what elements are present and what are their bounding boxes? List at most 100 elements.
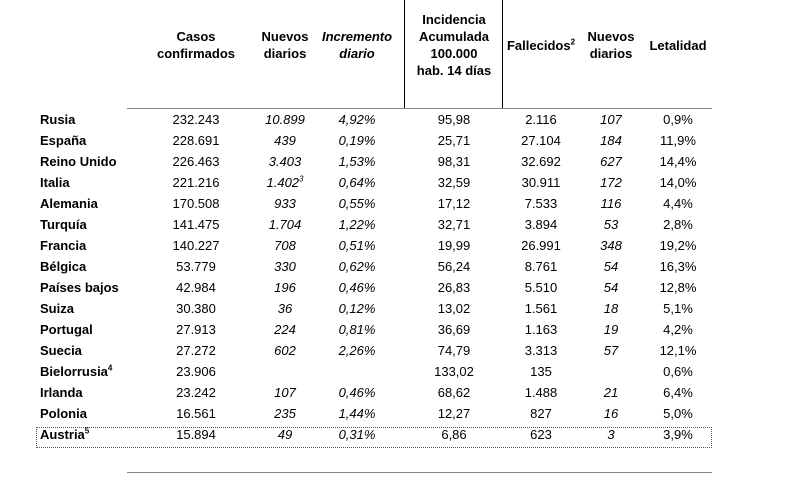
cell-let-value: 16,3% [659,259,697,274]
cell-nuevos-value: 235 [274,406,296,421]
cell-incid: 68,62 [404,382,504,403]
cell-let: 12,1% [640,340,716,361]
table-row: Polonia 16.561 235 1,44% 12,27 827 16 5,0% [36,403,716,424]
header-incidencia-acumulada: Incidencia Acumulada 100.000 hab. 14 día… [404,11,504,79]
cell-pais: Bielorrusia4 [40,361,160,382]
cell-pais-value: España [40,133,87,148]
table-row: Rusia 232.243 10.899 4,92% 95,98 2.116 107 0,9% [36,109,716,130]
cell-nfall-value: 116 [600,196,622,211]
header-nuevos-line1: Nuevos [261,29,309,44]
footnote-marker: 2 [570,37,576,47]
cell-nuevos: 602 [252,340,318,361]
cell-let-value: 6,4% [663,385,693,400]
cell-fall: 26.991 [502,235,580,256]
cell-fall: 1.163 [502,319,580,340]
header-nuevos-diarios: Nuevos diarios [252,28,318,62]
cell-inc-value: 0,51% [338,238,376,253]
cell-casos-value: 53.779 [176,259,216,274]
cell-casos: 221.216 [143,172,249,193]
cell-casos: 141.475 [143,214,249,235]
cell-fall-value: 1.163 [524,322,558,337]
cell-fall: 1.488 [502,382,580,403]
cell-casos-value: 226.463 [172,154,220,169]
cell-casos-value: 170.508 [172,196,220,211]
cell-let-value: 4,2% [663,322,693,337]
cell-incid: 6,86 [404,424,504,445]
cell-fall-value: 26.991 [521,238,561,253]
cell-pais: Italia [40,172,160,193]
cell-nfall: 172 [578,172,644,193]
cell-fall: 135 [502,361,580,382]
header-incidencia-line3: 100.000 [430,46,478,61]
cell-inc: 1,44% [317,403,397,424]
cell-fall: 827 [502,403,580,424]
cell-casos: 140.227 [143,235,249,256]
cell-pais-value: Suecia [40,343,82,358]
cell-casos-value: 27.272 [176,343,216,358]
cell-nfall: 54 [578,256,644,277]
header-divider-left [404,0,405,108]
cell-casos-value: 15.894 [176,427,216,442]
cell-nfall-value: 53 [603,217,619,232]
cell-nuevos: 439 [252,130,318,151]
cell-pais-value: Austria [40,427,85,442]
cell-casos-value: 23.906 [176,364,216,379]
cell-incid-value: 17,12 [437,196,471,211]
table-bottom-rule [127,472,712,473]
table-row: Suiza 30.380 36 0,12% 13,02 1.561 18 5,1% [36,298,716,319]
cell-pais-value: Polonia [40,406,87,421]
cell-nfall-value: 3 [607,427,615,442]
table-row: Países bajos 42.984 196 0,46% 26,83 5.510 54 12… [36,277,716,298]
table-row: Bélgica 53.779 330 0,62% 56,24 8.761 54 16,3% [36,256,716,277]
cell-nuevos-value: 196 [274,280,296,295]
cell-let-value: 0,6% [663,364,693,379]
cell-let: 16,3% [640,256,716,277]
cell-nfall-value: 54 [603,280,619,295]
cell-nfall-value: 627 [600,154,622,169]
cell-incid: 26,83 [404,277,504,298]
header-underline [127,108,712,109]
cell-fall: 30.911 [502,172,580,193]
header-casos-confirmados: Casos confirmados [143,28,249,62]
header-incremento-line2: diario [339,46,375,61]
cell-incid-value: 74,79 [437,343,471,358]
cell-nfall-value: 21 [603,385,619,400]
cell-fall: 623 [502,424,580,445]
cell-pais: Alemania [40,193,160,214]
cell-inc-value: 2,26% [338,343,376,358]
cell-inc-value: 0,12% [338,301,376,316]
cell-casos: 27.913 [143,319,249,340]
cell-nuevos-value: 3.403 [268,154,302,169]
cell-fall-value: 32.692 [521,154,561,169]
cell-casos-value: 30.380 [176,301,216,316]
cell-let: 0,9% [640,109,716,130]
cell-pais: Reino Unido [40,151,160,172]
cell-incid: 13,02 [404,298,504,319]
cell-nuevos-value: 439 [274,133,296,148]
cell-incid-value: 68,62 [437,385,471,400]
cell-let-value: 5,1% [663,301,693,316]
cell-pais: Suecia [40,340,160,361]
header-incremento-line1: Incremento [321,29,393,44]
cell-incid-value: 26,83 [437,280,471,295]
cell-let: 5,1% [640,298,716,319]
table-row: Irlanda 23.242 107 0,46% 68,62 1.488 21 6,4% [36,382,716,403]
cell-incid: 56,24 [404,256,504,277]
cell-pais: Bélgica [40,256,160,277]
cell-inc: 1,53% [317,151,397,172]
cell-casos: 228.691 [143,130,249,151]
cell-fall-value: 8.761 [524,259,558,274]
cell-let: 2,8% [640,214,716,235]
cell-let: 11,9% [640,130,716,151]
cell-casos: 23.906 [143,361,249,382]
header-casos-line1: Casos [176,29,216,44]
cell-nfall: 107 [578,109,644,130]
cell-incid: 74,79 [404,340,504,361]
cell-nfall: 16 [578,403,644,424]
cell-casos-value: 23.242 [176,385,216,400]
cell-casos: 53.779 [143,256,249,277]
cell-pais-value: Reino Unido [40,154,117,169]
cell-incid: 36,69 [404,319,504,340]
cell-fall: 1.561 [502,298,580,319]
cell-inc-value: 0,62% [338,259,376,274]
